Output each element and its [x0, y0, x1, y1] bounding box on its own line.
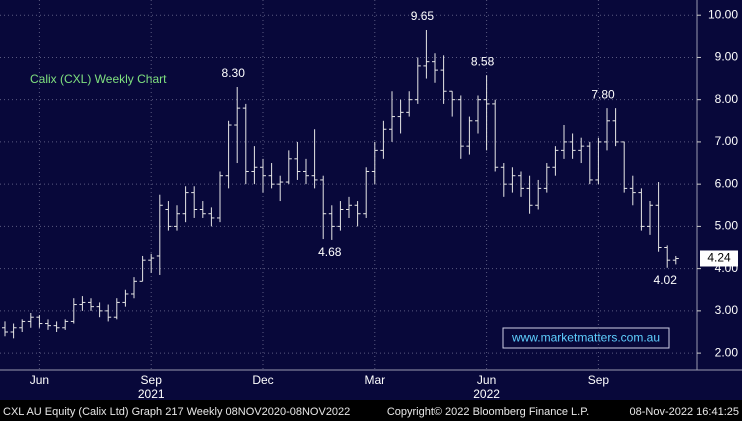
low-label: 4.68: [318, 245, 342, 259]
y-axis-area: [697, 0, 742, 370]
year-label: 2021: [138, 387, 165, 401]
y-tick-label: 7.00: [715, 134, 739, 148]
x-tick-label: Jun: [477, 373, 496, 387]
y-tick-label: 5.00: [715, 219, 739, 233]
x-tick-label: Sep: [588, 373, 610, 387]
high-label: 8.30: [222, 66, 246, 80]
high-label: 7.80: [591, 87, 615, 101]
y-tick-label: 3.00: [715, 303, 739, 317]
x-tick-label: Mar: [364, 373, 385, 387]
watermark-box: [502, 327, 670, 349]
watermark: www.marketmatters.com.au: [511, 331, 660, 345]
last-price-box: [700, 250, 738, 267]
footer-left: CXL AU Equity (Calix Ltd) Graph 217 Week…: [3, 406, 350, 418]
high-label: 8.58: [471, 54, 495, 68]
chart-title: Calix (CXL) Weekly Chart: [30, 72, 167, 86]
x-tick-label: Jun: [30, 373, 49, 387]
footer-right: 08-Nov-2022 16:41:25: [630, 406, 739, 418]
year-label: 2022: [473, 387, 500, 401]
footer-center: Copyright© 2022 Bloomberg Finance L.P.: [387, 406, 589, 418]
x-axis-area: [0, 370, 742, 400]
last-price-label: 4.24: [707, 251, 731, 265]
y-tick-label: 8.00: [715, 92, 739, 106]
low-label: 4.02: [654, 273, 678, 287]
plot-area: [0, 0, 697, 370]
y-tick-label: 2.00: [715, 345, 739, 359]
y-tick-label: 10.00: [708, 7, 738, 21]
y-tick-label: 9.00: [715, 50, 739, 64]
x-tick-label: Sep: [141, 373, 163, 387]
high-label: 9.65: [411, 9, 435, 23]
y-tick-label: 6.00: [715, 176, 739, 190]
x-tick-label: Dec: [252, 373, 273, 387]
